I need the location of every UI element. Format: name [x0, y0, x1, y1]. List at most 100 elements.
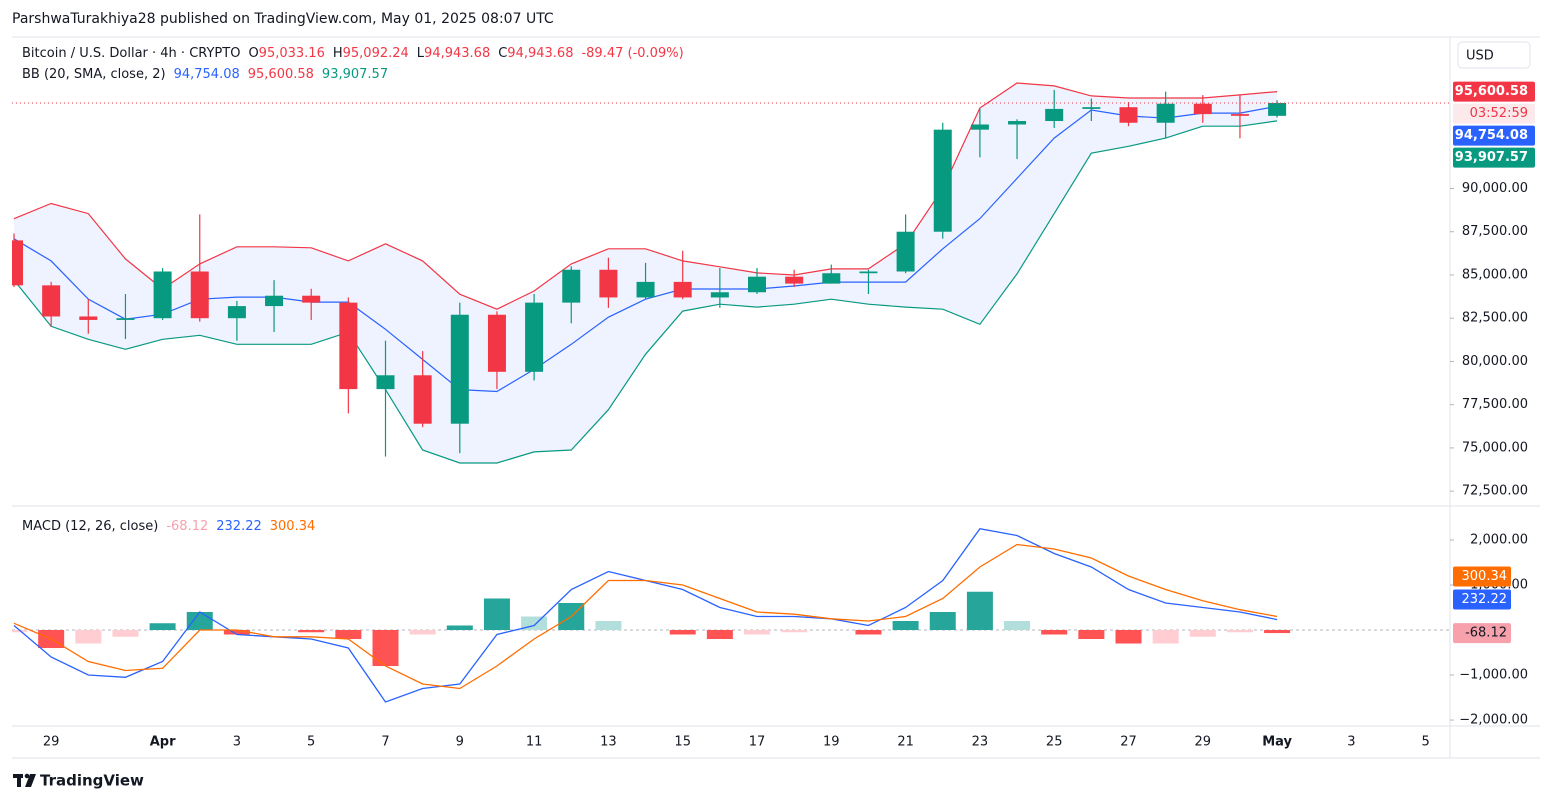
legend-item: BB (20, SMA, close, 2)	[22, 67, 166, 82]
histogram-bar	[892, 621, 919, 631]
histogram-bar	[75, 630, 102, 644]
currency-box[interactable]	[1457, 41, 1531, 69]
candle-body	[302, 295, 321, 303]
macd-pane	[12, 527, 1450, 703]
candle-body	[1082, 107, 1101, 109]
histogram-bar	[298, 630, 325, 633]
histogram-bar	[335, 630, 362, 640]
y-tick-label: 85,000.00	[1462, 267, 1528, 282]
histogram-bar	[1264, 630, 1291, 634]
x-tick-label: 21	[897, 735, 914, 750]
candle-body	[748, 276, 766, 293]
candle-body	[1008, 121, 1027, 125]
candle-body	[413, 375, 432, 424]
publish-note: ParshwaTurakhiya28 published on TradingV…	[12, 11, 554, 27]
histogram-bar	[1004, 621, 1031, 631]
bb-line	[13, 105, 1278, 393]
candle-body	[376, 375, 395, 390]
legend-item: 95,092.24	[343, 46, 409, 61]
candle-body	[1156, 103, 1175, 123]
price-tag-label: 95,600.58	[1455, 84, 1528, 99]
legend-item: C	[498, 46, 507, 61]
macd-tag-label: -68.12	[1465, 626, 1507, 641]
candle-body	[1045, 108, 1064, 122]
histogram-bar	[112, 630, 139, 637]
x-tick-label: Apr	[150, 735, 176, 750]
macd-tag	[1453, 589, 1511, 610]
candle-body	[79, 316, 98, 320]
countdown: 03:52:59	[1470, 106, 1528, 121]
y-tick-label: 90,000.00	[1462, 181, 1528, 196]
price-pane	[12, 82, 1450, 464]
histogram-bar	[372, 630, 399, 667]
histogram-bar	[1115, 630, 1142, 644]
legend: BB (20, SMA, close, 2) 94,754.08 95,600.58…	[22, 67, 388, 82]
x-tick-label: 5	[1422, 735, 1430, 750]
legend-item: 94,754.08	[174, 67, 240, 82]
histogram-bar	[1041, 630, 1068, 635]
legend-item: MACD (12, 26, close)	[22, 519, 158, 534]
y-tick-label: 87,500.00	[1462, 224, 1528, 239]
candle-body	[1119, 107, 1138, 123]
logo-stem	[17, 774, 21, 787]
x-tick-label: 15	[674, 735, 691, 750]
x-tick-label: 3	[233, 735, 241, 750]
histogram-bar	[446, 625, 473, 631]
price-tag	[1453, 125, 1535, 146]
legend-item: 95,600.58	[248, 67, 314, 82]
candle-body	[339, 302, 358, 390]
macd-tag-label: 300.34	[1462, 569, 1508, 584]
bb-line	[13, 120, 1278, 464]
histogram-bar	[12, 630, 27, 633]
legend-item: 300.34	[270, 519, 316, 534]
histogram-bar	[1078, 630, 1105, 640]
legend-item: -68.12	[166, 519, 208, 534]
legend: MACD (12, 26, close) -68.12 232.22 300.34	[22, 519, 315, 534]
histogram-bar	[966, 591, 993, 631]
legend-item: 93,907.57	[322, 67, 388, 82]
x-tick-label: 7	[381, 735, 389, 750]
price-tag-label: 94,754.08	[1455, 128, 1528, 143]
legend-item: H	[333, 46, 343, 61]
x-tick-label: 9	[456, 735, 464, 750]
x-tick-label: 29	[1195, 735, 1212, 750]
candle-body	[970, 124, 989, 130]
candle-body	[1268, 102, 1287, 116]
legend-item: L	[417, 46, 425, 61]
macd-tag	[1453, 566, 1511, 587]
price-tag	[1453, 81, 1535, 102]
candle-body	[1193, 103, 1212, 115]
x-tick-label: 3	[1347, 735, 1355, 750]
candle-body	[265, 295, 284, 307]
tradingview-logo	[13, 773, 36, 787]
legend-item: 94,943.68	[507, 46, 573, 61]
histogram-bar	[706, 630, 733, 640]
y-tick-label: 77,500.00	[1462, 397, 1528, 412]
brand: TradingView	[40, 772, 144, 790]
bb-line	[13, 82, 1278, 310]
logo-dot	[24, 773, 30, 779]
y-tick-label: 72,500.00	[1462, 484, 1528, 499]
x-tick-label: 17	[749, 735, 766, 750]
candle-body	[822, 273, 841, 284]
candle-body	[859, 271, 878, 274]
legend-item: 94,943.68	[424, 46, 490, 61]
macd-line	[13, 543, 1278, 690]
legend: Bitcoin / U.S. Dollar · 4h · CRYPTO O95,0…	[22, 46, 684, 61]
candle-body	[487, 314, 506, 372]
candle-body	[190, 271, 209, 319]
legend-item: Bitcoin / U.S. Dollar · 4h · CRYPTO	[22, 46, 240, 61]
countdown-tag	[1453, 103, 1535, 124]
candle-body	[450, 314, 469, 424]
candle-body	[785, 276, 804, 284]
currency-label[interactable]: USD	[1466, 49, 1494, 64]
y-tick-label: 75,000.00	[1462, 440, 1528, 455]
histogram-bar	[483, 598, 510, 631]
histogram-bar	[149, 623, 176, 631]
y-tick-label: −1,000.00	[1459, 668, 1528, 683]
x-tick-label: 19	[823, 735, 840, 750]
legend-item: 95,033.16	[259, 46, 325, 61]
legend-item: O	[248, 46, 258, 61]
histogram-bar	[855, 630, 882, 635]
